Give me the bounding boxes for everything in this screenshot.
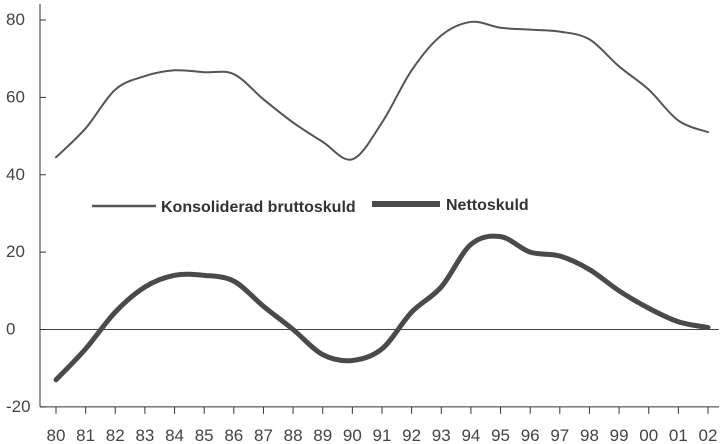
x-tick-label: 98 [580, 426, 599, 444]
x-tick-label: 00 [639, 426, 658, 444]
y-tick-label: 40 [6, 165, 25, 184]
series-line-bruttoskuld [55, 20, 709, 161]
x-tick-label: 84 [165, 426, 184, 444]
series-line-nettoskuld [53, 233, 711, 383]
legend-label-nettoskuld: Nettoskuld [446, 197, 529, 214]
x-tick-label: 85 [195, 426, 214, 444]
x-tick-label: 87 [254, 426, 273, 444]
y-tick-label: 80 [6, 10, 25, 29]
y-tick-label: 20 [6, 242, 25, 261]
y-axis-ticks: -20 0 20 40 60 80 [6, 10, 46, 416]
x-tick-label: 99 [610, 426, 629, 444]
x-tick-label: 90 [343, 426, 362, 444]
x-tick-label: 94 [461, 426, 480, 444]
x-tick-label: 81 [76, 426, 95, 444]
x-tick-label: 83 [135, 426, 154, 444]
x-tick-label: 92 [402, 426, 421, 444]
x-tick-label: 01 [669, 426, 688, 444]
x-tick-label: 93 [432, 426, 451, 444]
series-layer [53, 20, 711, 383]
axes [39, 4, 719, 408]
x-tick-label: 80 [47, 426, 66, 444]
x-tick-label: 96 [521, 426, 540, 444]
x-tick-label: 91 [373, 426, 392, 444]
x-tick-label: 86 [224, 426, 243, 444]
legend-label-bruttoskuld: Konsoliderad bruttoskuld [161, 199, 356, 216]
legend: Konsoliderad bruttoskuld Nettoskuld [92, 197, 529, 216]
x-axis-ticks: 80 81 82 83 84 85 86 87 88 89 90 91 92 93 94 95 96 97 98 99… [47, 406, 718, 444]
x-tick-label: 82 [106, 426, 125, 444]
x-tick-label: 02 [699, 426, 718, 444]
x-tick-label: 97 [550, 426, 569, 444]
x-tick-label: 95 [491, 426, 510, 444]
y-tick-label: -20 [6, 397, 31, 416]
x-tick-label: 89 [313, 426, 332, 444]
y-tick-label: 60 [6, 87, 25, 106]
x-tick-label: 88 [284, 426, 303, 444]
y-tick-label: 0 [6, 320, 15, 339]
